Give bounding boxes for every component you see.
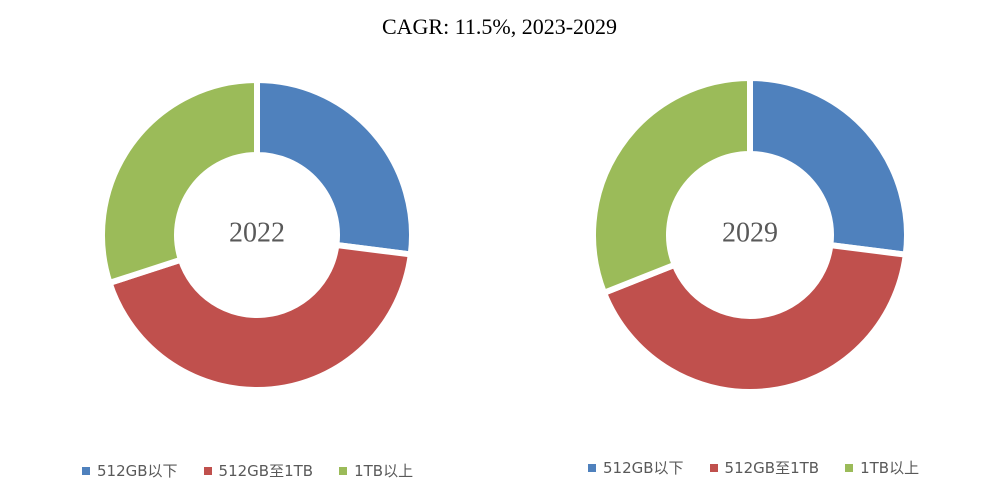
legend-swatch [709,463,718,472]
legend-item: 512GB至1TB [709,457,820,478]
legend-2029: 512GB以下 512GB至1TB 1TB以上 [588,457,919,478]
donut-slice-below-512gb [747,74,910,259]
legend-swatch [588,463,596,472]
donut-slice-above-1tb [99,76,260,287]
legend-swatch [203,466,212,475]
legend-item: 1TB以上 [339,460,413,481]
legend-label: 512GB至1TB [218,462,314,480]
donut-slice-below-512gb [254,76,415,258]
donut-slice-above-1tb [590,74,753,297]
chart-title: CAGR: 11.5%, 2023-2029 [381,14,618,39]
donut-chart-2029 [590,74,910,395]
legend-2022: 512GB以下 512GB至1TB 1TB以上 [82,460,413,481]
legend-item: 512GB至1TB [203,460,314,481]
center-label-2029: 2029 [722,217,778,248]
donut-slice-512gb-to-1tb [600,241,910,395]
donut-slice-512gb-to-1tb [105,241,415,393]
donut-chart-2022 [99,76,415,393]
legend-item: 512GB以下 [588,457,684,478]
legend-swatch [339,466,348,475]
legend-label: 1TB以上 [354,462,414,480]
legend-label: 512GB以下 [97,462,178,480]
legend-label: 1TB以上 [860,459,920,477]
legend-swatch [82,466,90,475]
center-label-2022: 2022 [229,217,285,248]
legend-item: 512GB以下 [82,460,178,481]
legend-label: 512GB至1TB [724,459,820,477]
legend-item: 1TB以上 [845,457,919,478]
legend-label: 512GB以下 [603,459,684,477]
legend-swatch [845,463,854,472]
